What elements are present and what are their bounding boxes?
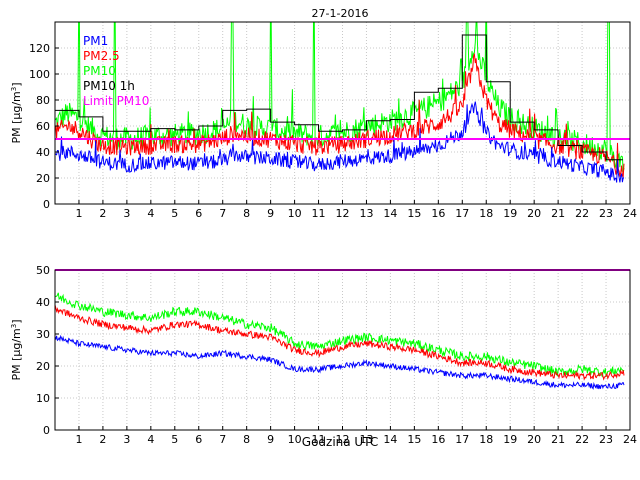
pm1-line bbox=[54, 101, 625, 183]
x-tick-label: 13 bbox=[359, 433, 373, 446]
y-tick-label: 40 bbox=[36, 146, 50, 159]
bottom-ylabel: PM [µg/m3] bbox=[10, 319, 23, 380]
x-tick-label: 15 bbox=[407, 433, 421, 446]
x-tick-label: 16 bbox=[431, 433, 445, 446]
x-tick-label: 23 bbox=[599, 433, 613, 446]
y-tick-label: 120 bbox=[29, 42, 50, 55]
legend: PM1 PM2.5 PM10 PM10 1h Limit PM10 bbox=[83, 34, 149, 108]
x-tick-label: 3 bbox=[123, 207, 130, 220]
x-tick-label: 21 bbox=[551, 433, 565, 446]
x-tick-label: 15 bbox=[407, 207, 421, 220]
x-tick-label: 21 bbox=[551, 207, 565, 220]
svg-text:PM [µg/m3]: PM [µg/m3] bbox=[10, 82, 23, 143]
x-tick-label: 4 bbox=[147, 207, 154, 220]
top-ylabel-sup: 3 bbox=[10, 87, 18, 91]
x-tick-label: 11 bbox=[312, 207, 326, 220]
svg-text:PM [µg/m3]: PM [µg/m3] bbox=[10, 319, 23, 380]
x-tick-label: 19 bbox=[503, 433, 517, 446]
x-tick-label: 14 bbox=[383, 207, 397, 220]
x-tick-label: 23 bbox=[599, 207, 613, 220]
x-tick-label: 24 bbox=[623, 433, 637, 446]
y-tick-label: 20 bbox=[36, 360, 50, 373]
pm10-line bbox=[54, 292, 625, 378]
x-tick-label: 2 bbox=[99, 433, 106, 446]
y-tick-label: 80 bbox=[36, 94, 50, 107]
y-tick-label: 10 bbox=[36, 392, 50, 405]
bottom-ylabel-sup: 3 bbox=[10, 324, 18, 328]
x-tick-label: 7 bbox=[219, 433, 226, 446]
x-tick-label: 11 bbox=[312, 433, 326, 446]
x-tick-label: 12 bbox=[336, 207, 350, 220]
bottom-xlabel: Godzina UTC bbox=[302, 435, 378, 449]
x-tick-label: 17 bbox=[455, 433, 469, 446]
bottom-chart: 1 2 3 4 5 6 7 8 9 10 11 12 13 14 15 16 17 18 19 20 21 22 23 240… bbox=[10, 264, 637, 449]
legend-pm10: PM10 bbox=[83, 64, 116, 78]
x-tick-label: 13 bbox=[359, 207, 373, 220]
top-ylabel-main: PM [µg/m bbox=[10, 91, 23, 143]
x-tick-label: 22 bbox=[575, 207, 589, 220]
x-tick-label: 18 bbox=[479, 433, 493, 446]
y-tick-label: 60 bbox=[36, 120, 50, 133]
legend-pm1: PM1 bbox=[83, 34, 108, 48]
x-tick-label: 24 bbox=[623, 207, 637, 220]
y-tick-label: 50 bbox=[36, 264, 50, 277]
x-tick-label: 12 bbox=[336, 433, 350, 446]
top-ticks: 1 2 3 4 5 6 7 8 9 10 11 12 13 14 15 16 17 18 19 20 21 22 23 240… bbox=[29, 42, 637, 220]
x-tick-label: 6 bbox=[195, 433, 202, 446]
y-tick-label: 30 bbox=[36, 328, 50, 341]
chart-title: 27-1-2016 bbox=[312, 7, 369, 20]
x-tick-label: 20 bbox=[527, 433, 541, 446]
y-tick-label: 0 bbox=[43, 198, 50, 211]
x-tick-label: 3 bbox=[123, 433, 130, 446]
x-tick-label: 1 bbox=[75, 433, 82, 446]
legend-limit-pm10: Limit PM10 bbox=[83, 94, 149, 108]
top-chart: 1 2 3 4 5 6 7 8 9 10 11 12 13 14 15 16 17 18 19 20 21 22 23 240… bbox=[10, 21, 637, 220]
x-tick-label: 5 bbox=[171, 433, 178, 446]
x-tick-label: 9 bbox=[267, 207, 274, 220]
top-ylabel-close: ] bbox=[10, 82, 23, 86]
x-tick-label: 9 bbox=[267, 433, 274, 446]
x-tick-label: 6 bbox=[195, 207, 202, 220]
x-tick-label: 22 bbox=[575, 433, 589, 446]
x-tick-label: 7 bbox=[219, 207, 226, 220]
x-tick-label: 19 bbox=[503, 207, 517, 220]
x-tick-label: 8 bbox=[243, 433, 250, 446]
pm1-line bbox=[54, 334, 625, 390]
legend-pm10-1h: PM10 1h bbox=[83, 79, 135, 93]
x-tick-label: 18 bbox=[479, 207, 493, 220]
pm25-line bbox=[54, 304, 625, 381]
pm25-line bbox=[54, 52, 625, 178]
x-tick-label: 20 bbox=[527, 207, 541, 220]
x-tick-label: 17 bbox=[455, 207, 469, 220]
pm10-1h-line bbox=[55, 34, 623, 161]
x-tick-label: 1 bbox=[75, 207, 82, 220]
y-tick-label: 20 bbox=[36, 172, 50, 185]
bottom-ylabel-close: ] bbox=[10, 319, 23, 323]
y-tick-label: 0 bbox=[43, 424, 50, 437]
bottom-ylabel-main: PM [µg/m bbox=[10, 328, 23, 380]
top-ylabel: PM [µg/m3] bbox=[10, 82, 23, 143]
x-tick-label: 16 bbox=[431, 207, 445, 220]
x-tick-label: 4 bbox=[147, 433, 154, 446]
x-tick-label: 8 bbox=[243, 207, 250, 220]
x-tick-label: 5 bbox=[171, 207, 178, 220]
y-tick-label: 100 bbox=[29, 68, 50, 81]
x-tick-label: 2 bbox=[99, 207, 106, 220]
bottom-ticks: 1 2 3 4 5 6 7 8 9 10 11 12 13 14 15 16 17 18 19 20 21 22 23 240… bbox=[36, 264, 637, 446]
x-tick-label: 10 bbox=[288, 433, 302, 446]
x-tick-label: 14 bbox=[383, 433, 397, 446]
y-tick-label: 40 bbox=[36, 296, 50, 309]
top-series bbox=[54, 21, 630, 183]
legend-pm25: PM2.5 bbox=[83, 49, 120, 63]
x-tick-label: 10 bbox=[288, 207, 302, 220]
